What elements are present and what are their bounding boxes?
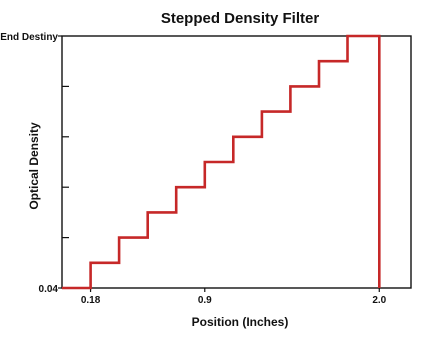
x-tick-label: 2.0	[372, 295, 386, 306]
x-axis-ticks: 0.18 0.9 2.0	[81, 288, 387, 306]
y-tick-label: End Destiny	[0, 32, 58, 43]
chart-title: Stepped Density Filter	[161, 10, 320, 27]
y-tick-label: 0.04	[39, 284, 59, 295]
y-axis-label: Optical Density	[27, 122, 41, 210]
plot-border	[61, 35, 412, 289]
y-axis-ticks: 0.04 End Destiny	[0, 32, 69, 295]
density-step-line	[62, 34, 381, 290]
x-tick-label: 0.18	[81, 295, 101, 306]
x-axis-label: Position (Inches)	[192, 315, 289, 329]
plot-frame	[61, 35, 412, 289]
series-layer	[62, 34, 381, 290]
x-tick-label: 0.9	[198, 295, 212, 306]
